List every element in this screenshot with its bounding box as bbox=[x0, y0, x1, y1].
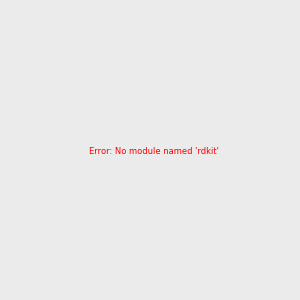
Text: Error: No module named 'rdkit': Error: No module named 'rdkit' bbox=[89, 147, 219, 156]
